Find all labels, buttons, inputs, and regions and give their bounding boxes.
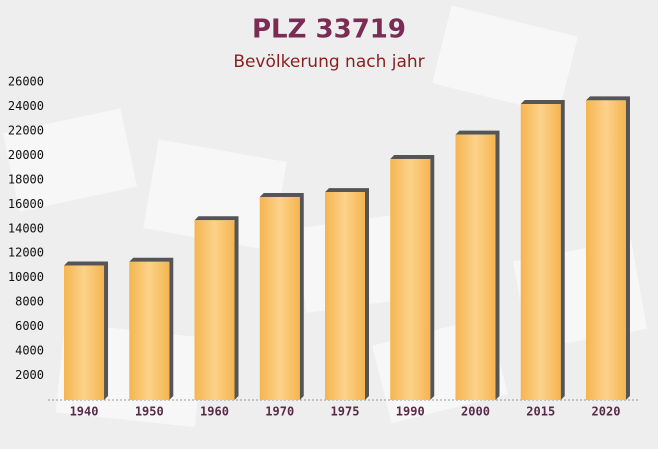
y-tick-label: 12000 xyxy=(8,246,44,260)
x-tick-label: 1950 xyxy=(135,405,164,419)
y-tick-label: 14000 xyxy=(8,221,44,235)
bar xyxy=(129,261,170,400)
bar xyxy=(455,134,496,401)
bar xyxy=(64,265,105,400)
y-tick-label: 2000 xyxy=(15,368,44,382)
bar xyxy=(520,104,561,400)
chart-subtitle: Bevölkerung nach jahr xyxy=(233,52,424,72)
y-tick-label: 26000 xyxy=(8,75,44,89)
y-tick-label: 6000 xyxy=(15,319,44,333)
chart-title: PLZ 33719 xyxy=(252,15,406,45)
y-tick-label: 4000 xyxy=(15,344,44,358)
y-tick-label: 16000 xyxy=(8,197,44,211)
y-tick-label: 10000 xyxy=(8,270,44,284)
y-tick-label: 24000 xyxy=(8,99,44,113)
x-tick-label: 1990 xyxy=(396,405,425,419)
x-tick-label: 1960 xyxy=(200,405,229,419)
bar xyxy=(325,192,365,400)
bar xyxy=(194,220,235,400)
x-tick-label: 1940 xyxy=(70,405,99,419)
bar xyxy=(585,100,626,400)
bar xyxy=(390,159,431,400)
x-tick-label: 1975 xyxy=(331,405,360,419)
x-tick-label: 2020 xyxy=(592,405,621,419)
x-tick-label: 2000 xyxy=(461,405,490,419)
y-tick-label: 22000 xyxy=(8,123,44,137)
y-tick-label: 20000 xyxy=(8,148,44,162)
x-tick-label: 2015 xyxy=(526,405,555,419)
y-tick-label: 18000 xyxy=(8,172,44,186)
x-tick-label: 1970 xyxy=(265,405,294,419)
bar xyxy=(259,196,300,400)
y-tick-label: 8000 xyxy=(15,295,44,309)
